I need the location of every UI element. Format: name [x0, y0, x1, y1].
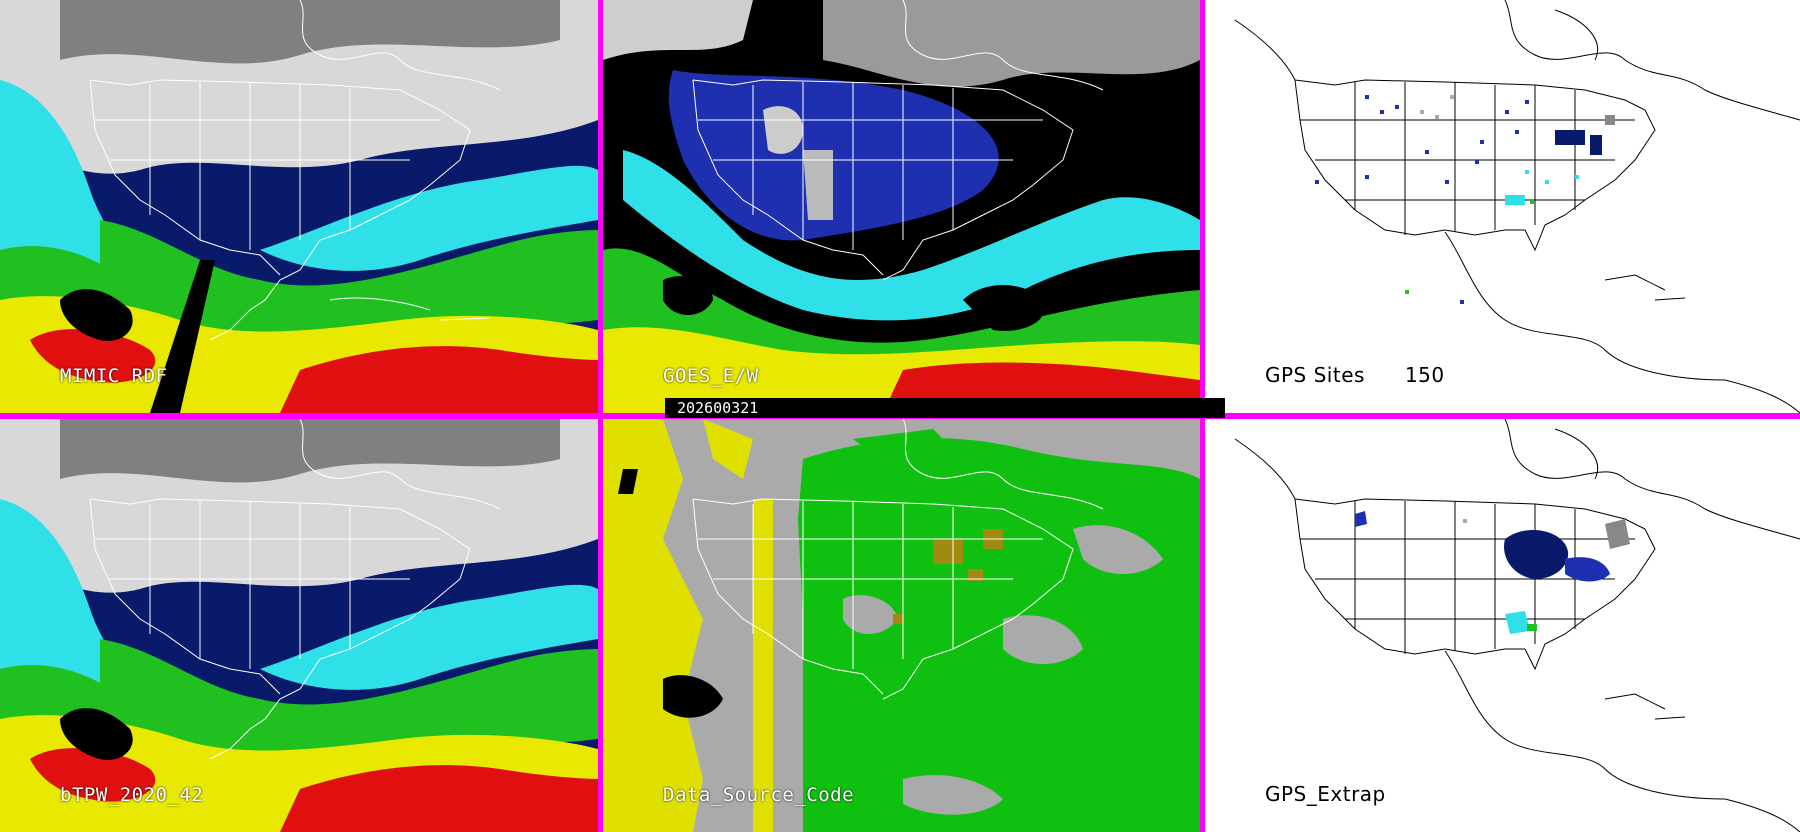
gps-extrap-panel: GPS_Extrap: [1205, 419, 1800, 832]
gps-extrap-map: [1205, 419, 1800, 832]
goes-ew-panel: GOES_E/W: [603, 0, 1200, 413]
timestamp-bar: 202600321: [665, 398, 1225, 418]
gps-extrap-label: GPS_Extrap: [1265, 782, 1386, 806]
gps-sites-count: 150: [1404, 363, 1445, 387]
mimic-rdf-label: MIMIC RDF: [60, 365, 168, 387]
gps-sites-panel: GPS Sites 150: [1205, 0, 1800, 413]
gps-site-markers: [1315, 95, 1615, 304]
gps-extrap-regions: [1355, 511, 1630, 634]
goes-ew-map: [603, 0, 1200, 413]
btpw-map: [0, 419, 598, 832]
gps-sites-map: [1205, 0, 1800, 413]
btpw-label: bTPW_2020_42: [60, 784, 204, 806]
mimic-rdf-panel: MIMIC RDF: [0, 0, 598, 413]
data-source-code-label: Data_Source_Code: [663, 784, 855, 806]
btpw-panel: bTPW_2020_42: [0, 419, 598, 832]
gps-sites-label: GPS Sites 150: [1265, 363, 1445, 387]
mimic-rdf-map: [0, 0, 598, 413]
data-source-code-map: [603, 419, 1200, 832]
gps-sites-label-text: GPS Sites: [1265, 363, 1365, 387]
goes-ew-label: GOES_E/W: [663, 365, 759, 387]
data-source-code-panel: Data_Source_Code: [603, 419, 1200, 832]
